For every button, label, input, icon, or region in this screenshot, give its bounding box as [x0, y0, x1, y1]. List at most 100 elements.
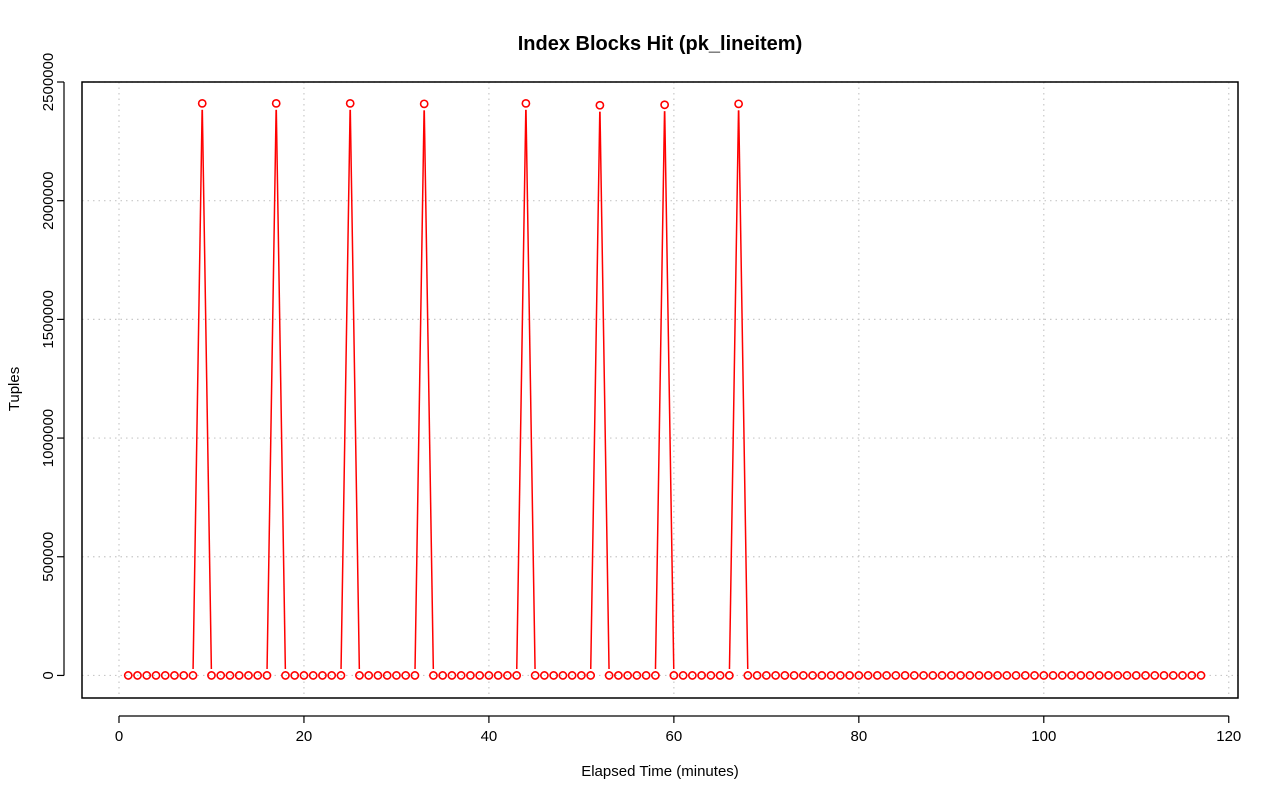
data-point [613, 671, 623, 680]
data-point [244, 671, 253, 680]
data-point [1020, 671, 1030, 680]
data-point [567, 671, 577, 680]
x-tick-label: 0 [115, 728, 123, 745]
series-line-segment [589, 111, 601, 669]
data-point [1159, 671, 1169, 680]
data-point [1057, 671, 1067, 680]
data-point [558, 671, 568, 680]
data-point [540, 671, 549, 680]
series [123, 98, 1206, 680]
data-point [956, 671, 965, 680]
data-point [438, 671, 448, 680]
data-point [1039, 671, 1049, 680]
y-tick-label: 2500000 [40, 53, 57, 111]
y-tick-label: 1500000 [40, 290, 57, 348]
data-point [382, 671, 392, 680]
data-point [623, 671, 633, 680]
y-tick-label: 1000000 [40, 409, 57, 467]
data-point [854, 671, 864, 680]
data-point [170, 671, 179, 680]
data-point [364, 671, 374, 680]
plot-frame [81, 81, 1239, 699]
data-point [604, 671, 614, 680]
data-point [327, 671, 337, 680]
data-point [706, 671, 716, 680]
data-point [900, 671, 910, 680]
data-point [188, 671, 198, 680]
data-point [669, 671, 679, 680]
data-point [1048, 671, 1058, 680]
data-point [123, 671, 133, 680]
data-point [1030, 671, 1039, 680]
data-point [919, 671, 928, 680]
data-point [197, 98, 207, 108]
data-point [299, 671, 309, 680]
data-point [503, 671, 512, 680]
y-axis-label: Tuples [6, 367, 23, 411]
data-point [392, 671, 401, 680]
data-point [142, 671, 152, 680]
data-point [207, 671, 216, 680]
data-point [715, 671, 725, 680]
data-point [1196, 671, 1206, 680]
data-point [595, 100, 605, 110]
data-point [493, 671, 503, 680]
data-point [697, 671, 707, 680]
series-line-segment [340, 109, 351, 669]
data-point [1187, 671, 1197, 680]
data-point [549, 671, 559, 680]
data-point [1067, 671, 1076, 680]
x-tick-label: 100 [1031, 728, 1056, 745]
x-tick-label: 80 [850, 728, 867, 745]
data-point [891, 671, 901, 680]
data-point [179, 671, 189, 680]
data-point [216, 671, 226, 680]
data-point [882, 671, 891, 680]
data-point [151, 671, 161, 680]
data-point [1076, 671, 1086, 680]
data-point [253, 671, 263, 680]
data-point [724, 671, 734, 680]
data-point [743, 671, 753, 680]
data-point [429, 671, 438, 680]
data-point [1085, 671, 1095, 680]
data-point [410, 671, 420, 680]
x-axis-label: Elapsed Time (minutes) [581, 763, 739, 780]
data-point [160, 671, 170, 680]
series-line-segment [599, 111, 610, 669]
series-line-segment [654, 111, 666, 669]
data-point [308, 671, 318, 680]
x-tick-label: 60 [666, 728, 683, 745]
series-line-segment [349, 109, 361, 669]
data-point [373, 671, 383, 680]
data-point [401, 671, 411, 680]
data-point [336, 671, 346, 680]
data-point [974, 671, 984, 680]
data-point [345, 98, 355, 108]
data-point [780, 671, 790, 680]
data-point [484, 671, 494, 680]
data-point [928, 671, 938, 680]
data-point [826, 671, 836, 680]
data-point [641, 671, 651, 680]
data-point [1104, 671, 1113, 680]
data-point [466, 671, 475, 680]
series-line-segment [525, 109, 536, 669]
data-point [1141, 671, 1150, 680]
data-point [586, 671, 596, 680]
data-point [133, 671, 142, 680]
x-tick-label: 120 [1216, 728, 1241, 745]
y-tick-label: 0 [40, 671, 57, 679]
series-line-segment [728, 110, 740, 669]
data-point [290, 671, 300, 680]
data-point [1178, 671, 1187, 680]
data-point [447, 671, 457, 680]
series-line-segment [663, 111, 675, 669]
data-point [234, 671, 244, 680]
series-line-segment [266, 109, 277, 669]
data-point [225, 671, 235, 680]
data-point [678, 671, 688, 680]
data-point [808, 671, 817, 680]
